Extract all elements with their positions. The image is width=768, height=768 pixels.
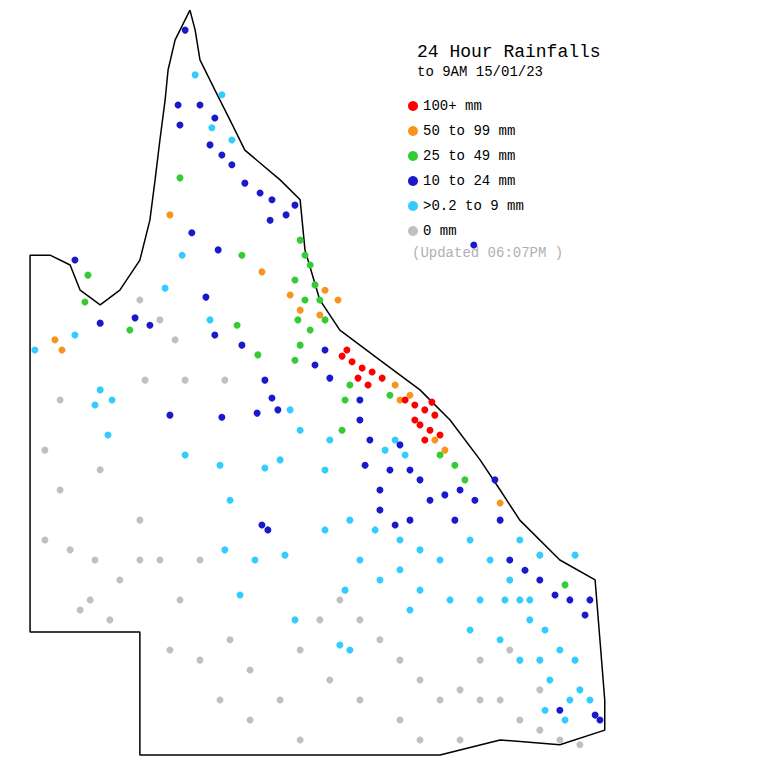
svg-text:0 mm: 0 mm [423,223,457,239]
svg-text:to 9AM 15/01/23: to 9AM 15/01/23 [417,64,543,80]
svg-text:50 to 99 mm: 50 to 99 mm [423,123,515,139]
svg-text:(Updated 06:07PM ): (Updated 06:07PM ) [412,245,563,261]
svg-text:10 to 24 mm: 10 to 24 mm [423,173,515,189]
svg-text:>0.2 to 9 mm: >0.2 to 9 mm [423,198,524,214]
svg-text:25 to 49 mm: 25 to 49 mm [423,148,515,164]
svg-text:24 Hour Rainfalls: 24 Hour Rainfalls [417,42,601,62]
svg-text:100+ mm: 100+ mm [423,98,482,114]
